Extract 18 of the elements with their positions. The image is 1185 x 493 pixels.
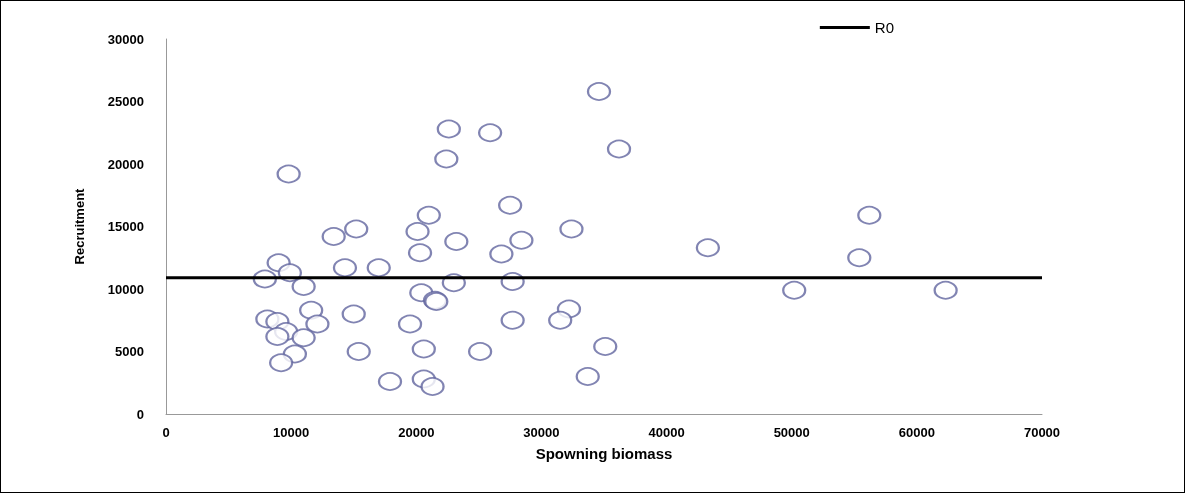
x-axis-title: Spowning biomass bbox=[535, 445, 673, 462]
y-tick-label: 25000 bbox=[107, 94, 144, 109]
y-tick-label: 20000 bbox=[107, 156, 144, 172]
y-tick-label: 30000 bbox=[107, 31, 144, 47]
x-tick-label: 10000 bbox=[273, 425, 310, 440]
x-tick-label: 60000 bbox=[898, 425, 935, 440]
y-axis-title: Recruitment bbox=[72, 187, 87, 265]
legend-label: R0 bbox=[874, 19, 895, 36]
x-tick-label: 0 bbox=[162, 425, 170, 440]
x-tick-label: 40000 bbox=[648, 425, 685, 440]
x-tick-label: 70000 bbox=[1023, 425, 1061, 440]
y-tick-label: 10000 bbox=[107, 281, 144, 297]
x-tick-label: 30000 bbox=[523, 425, 560, 440]
y-tick-label: 0 bbox=[136, 406, 144, 422]
y-tick-label: 5000 bbox=[115, 344, 144, 359]
x-tick-label: 50000 bbox=[773, 425, 810, 440]
x-tick-label: 20000 bbox=[398, 425, 435, 440]
y-tick-label: 15000 bbox=[107, 219, 144, 234]
